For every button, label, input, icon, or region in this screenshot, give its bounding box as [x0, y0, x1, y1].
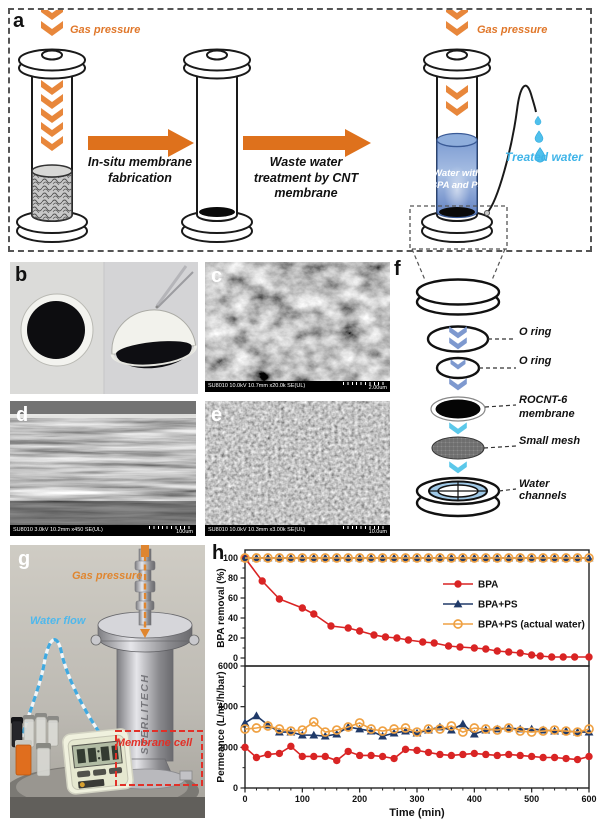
- panel-label: d: [16, 404, 29, 426]
- svg-text:0: 0: [242, 794, 247, 804]
- water-tube: [20, 638, 108, 743]
- panel-a-schematic: a Gas pressure In-situ membrane fabricat…: [8, 5, 592, 252]
- panel-label: b: [15, 264, 28, 286]
- svg-text:100: 100: [223, 553, 238, 563]
- membrane-cell-label: Membrane cell: [115, 737, 193, 749]
- sem-image-cross-section: [10, 401, 196, 525]
- o-ring-label: O ring: [519, 326, 552, 338]
- svg-text:80: 80: [228, 573, 238, 583]
- membrane-label: ROCNT-6 membrane: [519, 394, 575, 421]
- tweezers: [155, 265, 194, 309]
- svg-text:60: 60: [228, 593, 238, 603]
- svg-text:500: 500: [524, 794, 539, 804]
- svg-text:BPA+PS (actual water): BPA+PS (actual water): [478, 620, 585, 631]
- sem-image-cnt-network: [205, 262, 390, 381]
- mesh-label: Small mesh: [519, 435, 581, 447]
- svg-text:400: 400: [467, 794, 482, 804]
- panel-e-sem: e SU8010 10.0kV 10.3mm x3.00k SE(UL) 10.…: [205, 401, 390, 536]
- panel-f-assembly: f O ring O ring ROCNT-6 membrane Small m…: [390, 255, 600, 540]
- svg-text:BPA+PS: BPA+PS: [478, 600, 518, 611]
- panel-a-drawing: [16, 5, 546, 250]
- sem-metadata: SU8010 10.0kV 10.7mm x20.0k SE(UL): [208, 382, 306, 389]
- panel-label: e: [211, 404, 223, 426]
- panel-label: c: [211, 265, 223, 287]
- arrow-right-icon: [243, 129, 371, 157]
- outlet-tube: [486, 84, 537, 214]
- water-flow-label: Water flow: [30, 615, 86, 627]
- gas-pressure-label-right: Gas pressure: [477, 24, 548, 36]
- panel-label: g: [18, 548, 31, 570]
- channels-label: Water channels: [519, 478, 567, 502]
- device-brand-label: STERLITECH: [139, 673, 151, 755]
- scale-label: 10.0um: [368, 528, 387, 535]
- svg-text:20: 20: [228, 633, 238, 643]
- top-cap: [415, 278, 501, 316]
- rocnt-membrane: [430, 396, 486, 422]
- membrane-cylinder-illustration: [181, 48, 253, 243]
- membrane-disc-photo: [10, 262, 198, 394]
- scale-ruler: [149, 525, 193, 529]
- water-channel-base: [415, 476, 501, 518]
- scale-label: 2.00um: [368, 384, 387, 391]
- step1-label: In-situ membrane fabrication: [87, 155, 193, 185]
- svg-text:0: 0: [233, 653, 238, 663]
- sem-image-surface: [205, 401, 390, 525]
- svg-text:2000: 2000: [218, 742, 238, 752]
- svg-text:Permeance (L/m²/h/bar): Permeance (L/m²/h/bar): [216, 671, 227, 782]
- svg-text:4000: 4000: [218, 702, 238, 712]
- scale-ruler: [343, 525, 387, 529]
- feed-water-label: Water with BPA and PS: [430, 168, 484, 191]
- svg-text:300: 300: [409, 794, 424, 804]
- panel-label: h: [212, 542, 225, 564]
- svg-text:6000: 6000: [218, 661, 238, 671]
- arrow-right-icon: [88, 129, 194, 157]
- treatment-cylinder-illustration: [421, 48, 493, 243]
- panel-h-chart: h 0 20 40 60 80 100 BPA removal (%) BPA BPA+PS BP…: [210, 543, 600, 822]
- sem-metadata: SU8010 10.0kV 10.3mm x3.00k SE(UL): [208, 526, 306, 533]
- panel-label: a: [13, 10, 25, 32]
- zoom-connector-lines: [411, 248, 506, 281]
- sem-caption-bar: SU8010 3.0kV 10.2mm x450 SE(UL) 100um: [10, 525, 196, 536]
- label-connector-lines: [479, 338, 517, 492]
- sample-vials: [11, 713, 59, 777]
- svg-text:40: 40: [228, 613, 238, 623]
- sem-metadata: SU8010 3.0kV 10.2mm x450 SE(UL): [13, 526, 103, 533]
- svg-text:0: 0: [233, 783, 238, 793]
- svg-text:600: 600: [581, 794, 596, 804]
- o-ring-label: O ring: [519, 355, 552, 367]
- svg-text:BPA removal (%): BPA removal (%): [216, 568, 227, 647]
- feed-cylinder-illustration: [16, 48, 88, 243]
- small-mesh: [431, 436, 485, 460]
- chevron-down-icon: [449, 422, 467, 435]
- sem-caption-bar: SU8010 10.0kV 10.3mm x3.00k SE(UL) 10.0u…: [205, 525, 390, 536]
- gas-pressure-label-left: Gas pressure: [70, 24, 141, 36]
- panel-d-sem: d SU8010 3.0kV 10.2mm x450 SE(UL) 100um: [10, 401, 196, 536]
- removal-permeance-chart: 0 20 40 60 80 100 BPA removal (%) BPA BPA+PS BPA+…: [216, 549, 597, 819]
- svg-text:200: 200: [352, 794, 367, 804]
- scale-label: 100um: [176, 528, 193, 535]
- apparatus-drawing: [5, 545, 205, 818]
- svg-text:100: 100: [295, 794, 310, 804]
- scale-ruler: [343, 381, 387, 385]
- svg-text:Time (min): Time (min): [389, 807, 445, 819]
- panel-b-photo: b: [10, 262, 198, 394]
- svg-text:BPA: BPA: [478, 580, 498, 591]
- panel-c-sem: c SU8010 10.0kV 10.7mm x20.0k SE(UL) 2.0…: [205, 262, 390, 392]
- gas-pressure-label: Gas pressure: [72, 570, 143, 582]
- panel-label: f: [394, 258, 401, 280]
- assembly-drawing: [415, 278, 517, 518]
- panel-g-apparatus-photo: g Gas pressure Water flow STERLITECH Mem…: [5, 545, 205, 818]
- gas-flow-arrow-icon: [140, 555, 150, 638]
- membrane-cell-highlight-box: [115, 730, 203, 786]
- chevron-down-icon: [449, 461, 467, 474]
- step2-label: Waste water treatment by CNT membrane: [253, 155, 359, 201]
- sem-caption-bar: SU8010 10.0kV 10.7mm x20.0k SE(UL) 2.00u…: [205, 381, 390, 392]
- treated-water-label: Treated water: [505, 150, 583, 164]
